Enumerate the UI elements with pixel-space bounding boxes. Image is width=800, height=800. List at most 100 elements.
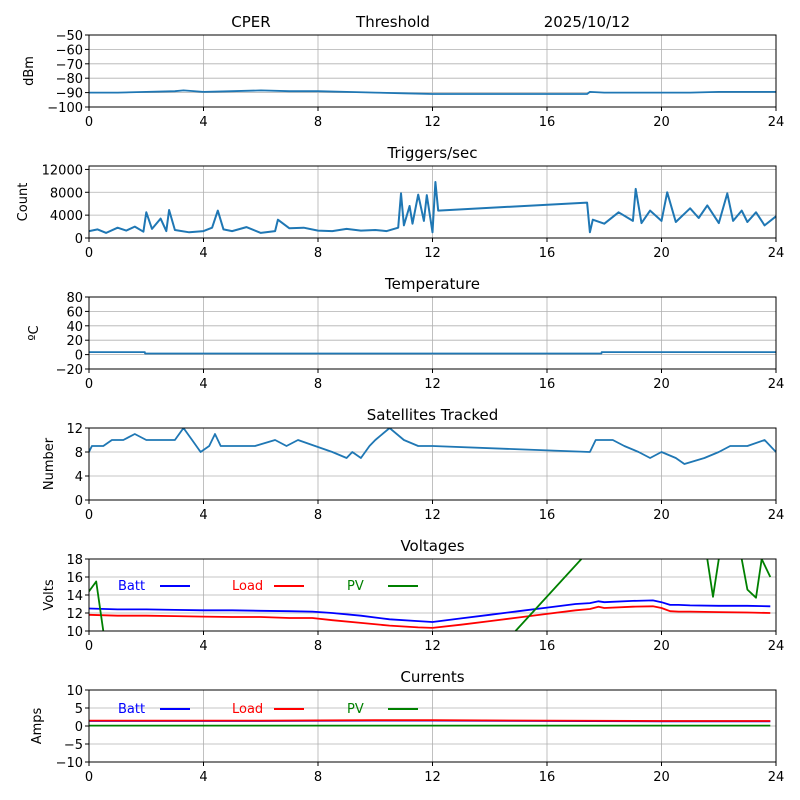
series-line-load xyxy=(89,719,771,722)
panel-triggers: 0 4 8 12 16 20 24 0 4000 8000 12000 Triggers/sec Cou… xyxy=(16,144,784,261)
x-tick-label: 16 xyxy=(539,639,556,654)
series-line-pv xyxy=(89,559,772,631)
x-tick-label: 4 xyxy=(199,508,207,523)
series-group xyxy=(89,351,776,355)
y-tick-label: 40 xyxy=(66,320,83,335)
series-group xyxy=(89,719,771,727)
x-tick-label: 12 xyxy=(424,639,441,654)
y-axis-label: Amps xyxy=(30,707,45,744)
y-tick-label: 12000 xyxy=(42,163,83,178)
header-mode: Threshold xyxy=(355,13,430,31)
x-tick-label: 24 xyxy=(768,377,785,392)
header-date: 2025/10/12 xyxy=(544,13,630,31)
panel-voltages: Batt Load PV 0 4 8 12 16 20 24 10 12 14 16 18 Voltages V… xyxy=(42,537,784,654)
x-tick-label: 24 xyxy=(768,508,785,523)
y-tick-label: 60 xyxy=(66,305,83,320)
y-tick-label: 16 xyxy=(66,571,83,586)
y-tick-label: 80 xyxy=(66,291,83,306)
x-tick-label: 8 xyxy=(314,246,322,261)
y-tick-label: −80 xyxy=(56,72,83,87)
x-tick-label: 16 xyxy=(539,246,556,261)
panel-satellites: 0 4 8 12 16 20 24 0 4 8 12 Satellites Tracked Number xyxy=(42,406,784,523)
y-tick-label: 0 xyxy=(75,720,83,735)
x-tick-label: 0 xyxy=(85,508,93,523)
series-line-count xyxy=(89,181,776,234)
x-tick-label: 16 xyxy=(539,770,556,785)
x-tick-label: 12 xyxy=(424,377,441,392)
x-tick-label: 16 xyxy=(539,115,556,130)
x-tick-label: 20 xyxy=(653,377,670,392)
x-tick-label: 8 xyxy=(314,508,322,523)
legend-label-pv: PV xyxy=(347,702,364,717)
y-tick-label: 4000 xyxy=(50,209,83,224)
x-tick-label: 12 xyxy=(424,246,441,261)
series-group xyxy=(89,181,776,234)
y-tick-label: 14 xyxy=(66,589,83,604)
series-line-number xyxy=(89,428,776,465)
panel-signal: 0 4 8 12 16 20 24 −100−90−80−70−60−50 dBm xyxy=(22,29,784,130)
panel-currents: Batt Load PV 0 4 8 12 16 20 24 −10 −5 0 5 10 Currents Am… xyxy=(30,668,784,785)
legend-label-load: Load xyxy=(232,702,263,717)
y-tick-label: 10 xyxy=(66,684,83,699)
x-tick-label: 8 xyxy=(314,115,322,130)
x-tick-label: 16 xyxy=(539,377,556,392)
y-tick-label: −60 xyxy=(56,43,83,58)
y-tick-label: −5 xyxy=(64,738,83,753)
series-line-load xyxy=(89,605,771,629)
y-axis-label: Number xyxy=(42,437,57,490)
x-tick-label: 4 xyxy=(199,377,207,392)
x-tick-label: 0 xyxy=(85,770,93,785)
legend-label-batt: Batt xyxy=(118,702,145,717)
y-tick-label: 0 xyxy=(75,494,83,509)
y-axis-label: dBm xyxy=(22,56,37,86)
y-tick-label: −70 xyxy=(56,58,83,73)
legend-label-batt: Batt xyxy=(118,579,145,594)
y-tick-label: −10 xyxy=(56,756,83,771)
x-tick-label: 4 xyxy=(199,246,207,261)
series-group xyxy=(89,559,772,631)
x-tick-label: 4 xyxy=(199,115,207,130)
x-tick-label: 0 xyxy=(85,377,93,392)
y-tick-label: 10 xyxy=(66,625,83,640)
y-axis-label: ºC xyxy=(27,325,42,340)
header-site: CPER xyxy=(231,13,270,31)
y-tick-label: 8 xyxy=(75,446,83,461)
panel-title: Satellites Tracked xyxy=(367,406,498,424)
y-axis-label: Count xyxy=(16,183,31,222)
x-tick-label: 24 xyxy=(768,115,785,130)
x-tick-label: 24 xyxy=(768,770,785,785)
panel-title: Temperature xyxy=(384,275,480,293)
y-tick-label: 20 xyxy=(66,334,83,349)
x-tick-label: 4 xyxy=(199,639,207,654)
x-tick-label: 24 xyxy=(768,246,785,261)
panel-title: Currents xyxy=(400,668,464,686)
x-tick-label: 12 xyxy=(424,508,441,523)
x-tick-label: 12 xyxy=(424,115,441,130)
x-tick-label: 20 xyxy=(653,115,670,130)
x-tick-label: 20 xyxy=(653,246,670,261)
panel-title: Voltages xyxy=(400,537,464,555)
x-tick-label: 8 xyxy=(314,377,322,392)
x-tick-label: 12 xyxy=(424,770,441,785)
x-tick-label: 20 xyxy=(653,770,670,785)
x-tick-label: 8 xyxy=(314,770,322,785)
x-tick-label: 0 xyxy=(85,115,93,130)
y-tick-label: −100 xyxy=(47,101,83,116)
x-tick-label: 0 xyxy=(85,246,93,261)
y-tick-label: −90 xyxy=(56,87,83,102)
y-tick-label: 8000 xyxy=(50,186,83,201)
y-tick-label: 4 xyxy=(75,470,83,485)
y-tick-label: 12 xyxy=(66,607,83,622)
x-tick-label: 20 xyxy=(653,639,670,654)
x-tick-label: 4 xyxy=(199,770,207,785)
series-line-temperature xyxy=(89,351,776,355)
series-group xyxy=(89,89,776,95)
series-line-dbm xyxy=(89,89,776,95)
series-line-batt xyxy=(89,599,771,623)
y-tick-label: 0 xyxy=(75,232,83,247)
y-tick-label: 5 xyxy=(75,702,83,717)
y-tick-label: −50 xyxy=(56,29,83,44)
